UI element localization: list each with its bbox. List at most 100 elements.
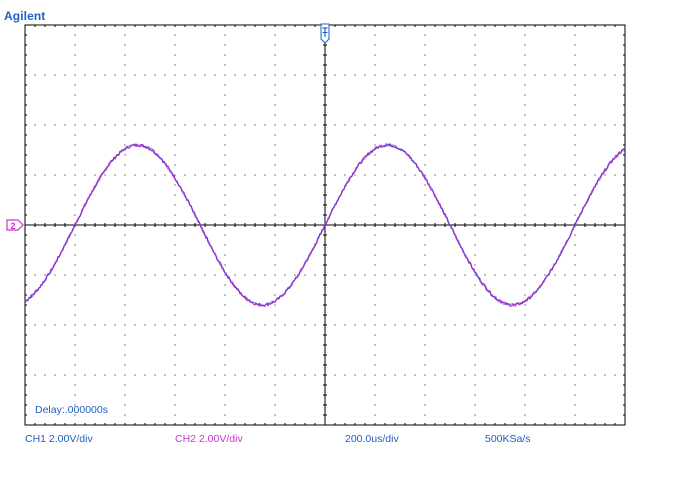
- grid-dot: [604, 174, 606, 176]
- grid-dot: [454, 374, 456, 376]
- grid-dot: [214, 74, 216, 76]
- grid-dot: [94, 124, 96, 126]
- grid-dot: [224, 264, 226, 266]
- grid-dot: [224, 254, 226, 256]
- grid-dot: [524, 44, 526, 46]
- grid-dot: [144, 174, 146, 176]
- grid-dot: [424, 104, 426, 106]
- grid-dot: [204, 324, 206, 326]
- grid-dot: [214, 324, 216, 326]
- grid-dot: [424, 334, 426, 336]
- grid-dot: [184, 324, 186, 326]
- grid-dot: [574, 214, 576, 216]
- grid-dot: [194, 324, 196, 326]
- grid-dot: [274, 394, 276, 396]
- grid-dot: [224, 394, 226, 396]
- grid-dot: [524, 234, 526, 236]
- grid-dot: [134, 124, 136, 126]
- grid-dot: [374, 104, 376, 106]
- grid-dot: [474, 184, 476, 186]
- grid-dot: [474, 34, 476, 36]
- grid-dot: [344, 324, 346, 326]
- grid-dot: [534, 124, 536, 126]
- grid-dot: [174, 194, 176, 196]
- grid-dot: [514, 374, 516, 376]
- grid-dot: [474, 104, 476, 106]
- grid-dot: [524, 294, 526, 296]
- grid-dot: [424, 234, 426, 236]
- grid-dot: [154, 174, 156, 176]
- grid-dot: [224, 194, 226, 196]
- ch1-scale-readout[interactable]: CH1 2.00V/div: [25, 433, 93, 445]
- grid-dot: [374, 254, 376, 256]
- grid-dot: [424, 204, 426, 206]
- grid-dot: [34, 174, 36, 176]
- grid-dot: [374, 194, 376, 196]
- grid-dot: [474, 324, 476, 326]
- grid-dot: [524, 164, 526, 166]
- grid-dot: [374, 384, 376, 386]
- grid-dot: [184, 124, 186, 126]
- grid-dot: [464, 324, 466, 326]
- grid-dot: [524, 104, 526, 106]
- grid-dot: [124, 314, 126, 316]
- grid-dot: [284, 324, 286, 326]
- grid-dot: [524, 384, 526, 386]
- grid-dot: [174, 384, 176, 386]
- grid-dot: [554, 274, 556, 276]
- grid-dot: [464, 374, 466, 376]
- grid-dot: [354, 74, 356, 76]
- grid-dot: [64, 324, 66, 326]
- ch2-scale-readout[interactable]: CH2 2.00V/div: [175, 433, 243, 445]
- grid-dot: [64, 374, 66, 376]
- grid-dot: [424, 414, 426, 416]
- grid-dot: [274, 334, 276, 336]
- grid-dot: [234, 124, 236, 126]
- grid-dot: [224, 174, 226, 176]
- timebase-readout[interactable]: 200.0us/div: [345, 433, 399, 445]
- grid-dot: [544, 124, 546, 126]
- grid-dot: [114, 74, 116, 76]
- grid-dot: [574, 64, 576, 66]
- grid-dot: [524, 54, 526, 56]
- grid-dot: [224, 374, 226, 376]
- grid-dot: [364, 124, 366, 126]
- grid-dot: [104, 374, 106, 376]
- grid-dot: [224, 344, 226, 346]
- grid-dot: [464, 124, 466, 126]
- grid-dot: [174, 34, 176, 36]
- grid-dot: [524, 334, 526, 336]
- grid-dot: [174, 214, 176, 216]
- grid-dot: [474, 214, 476, 216]
- grid-dot: [424, 274, 426, 276]
- grid-dot: [174, 374, 176, 376]
- grid-dot: [294, 374, 296, 376]
- grid-dot: [64, 74, 66, 76]
- grid-dot: [204, 174, 206, 176]
- grid-dot: [124, 214, 126, 216]
- grid-dot: [594, 174, 596, 176]
- grid-dot: [594, 374, 596, 376]
- grid-dot: [384, 274, 386, 276]
- grid-dot: [474, 174, 476, 176]
- grid-dot: [424, 154, 426, 156]
- grid-dot: [124, 94, 126, 96]
- grid-dot: [374, 54, 376, 56]
- grid-dot: [594, 74, 596, 76]
- grid-dot: [224, 334, 226, 336]
- grid-dot: [254, 74, 256, 76]
- grid-dot: [274, 304, 276, 306]
- grid-dot: [504, 324, 506, 326]
- grid-dot: [204, 274, 206, 276]
- grid-dot: [244, 74, 246, 76]
- grid-dot: [234, 324, 236, 326]
- grid-dot: [314, 274, 316, 276]
- grid-dot: [234, 274, 236, 276]
- grid-dot: [74, 234, 76, 236]
- grid-dot: [574, 234, 576, 236]
- grid-dot: [524, 74, 526, 76]
- grid-dot: [74, 44, 76, 46]
- grid-dot: [474, 44, 476, 46]
- grid-dot: [474, 334, 476, 336]
- grid-dot: [274, 54, 276, 56]
